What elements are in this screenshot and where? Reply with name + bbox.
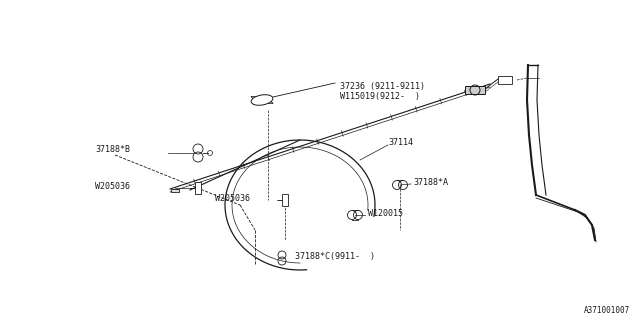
- Ellipse shape: [251, 95, 273, 105]
- Text: W205036: W205036: [95, 181, 130, 190]
- Bar: [498, 76, 512, 84]
- Text: 37236 (9211-9211)
W115019(9212-  ): 37236 (9211-9211) W115019(9212- ): [340, 82, 425, 101]
- Text: 37188*A: 37188*A: [413, 178, 448, 187]
- Text: A371001007: A371001007: [584, 306, 630, 315]
- Bar: [195, 182, 201, 194]
- Bar: [171, 188, 179, 191]
- Bar: [282, 194, 288, 206]
- Text: 37188*C(9911-  ): 37188*C(9911- ): [295, 252, 375, 260]
- Text: W120015: W120015: [368, 209, 403, 218]
- Text: 37188*B: 37188*B: [95, 145, 130, 154]
- Bar: [465, 86, 485, 94]
- Text: 37114: 37114: [388, 138, 413, 147]
- Text: W205036: W205036: [215, 194, 250, 203]
